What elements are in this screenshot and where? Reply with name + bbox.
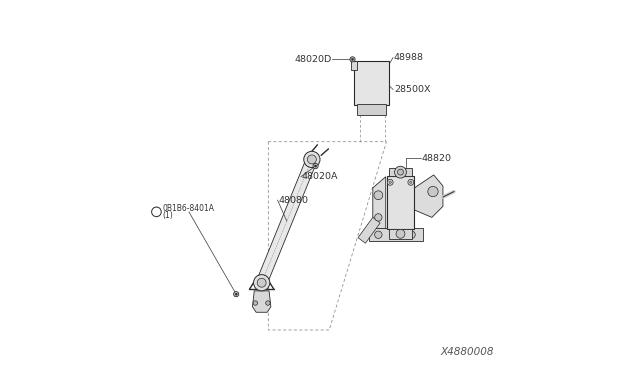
Polygon shape <box>358 217 380 243</box>
Bar <box>357 104 386 115</box>
Circle shape <box>408 231 415 238</box>
Circle shape <box>350 57 355 62</box>
Circle shape <box>374 214 382 221</box>
Polygon shape <box>252 291 271 312</box>
Circle shape <box>266 301 270 305</box>
Circle shape <box>152 207 161 217</box>
Bar <box>389 229 412 238</box>
Text: 0B1B6-8401A: 0B1B6-8401A <box>163 204 214 214</box>
Circle shape <box>396 230 405 238</box>
Circle shape <box>374 191 383 200</box>
Circle shape <box>257 278 266 287</box>
Bar <box>351 61 357 70</box>
Circle shape <box>235 293 237 295</box>
Polygon shape <box>372 177 386 228</box>
Text: 48020A: 48020A <box>302 172 339 181</box>
Circle shape <box>351 58 353 61</box>
Bar <box>355 61 388 105</box>
Circle shape <box>234 292 239 297</box>
Circle shape <box>410 181 412 183</box>
Circle shape <box>304 151 320 167</box>
Circle shape <box>387 179 393 185</box>
Circle shape <box>313 163 318 169</box>
Text: 48820: 48820 <box>422 154 452 163</box>
Circle shape <box>314 165 317 167</box>
Circle shape <box>307 155 316 164</box>
Text: 48020D: 48020D <box>294 55 332 64</box>
Circle shape <box>389 181 391 183</box>
Bar <box>387 176 414 230</box>
Polygon shape <box>415 175 443 217</box>
Circle shape <box>397 169 403 175</box>
Polygon shape <box>257 157 317 285</box>
Circle shape <box>408 179 414 185</box>
Polygon shape <box>369 228 422 241</box>
Text: (1): (1) <box>163 211 173 220</box>
Text: 48988: 48988 <box>394 53 424 62</box>
Text: B: B <box>154 207 159 217</box>
Circle shape <box>253 301 258 305</box>
Bar <box>389 169 412 176</box>
Text: X4880008: X4880008 <box>441 347 494 357</box>
Circle shape <box>395 166 406 178</box>
Circle shape <box>374 231 382 238</box>
Text: 28500X: 28500X <box>394 85 430 94</box>
Circle shape <box>428 186 438 197</box>
Circle shape <box>253 275 270 291</box>
Text: 48080: 48080 <box>278 196 308 205</box>
